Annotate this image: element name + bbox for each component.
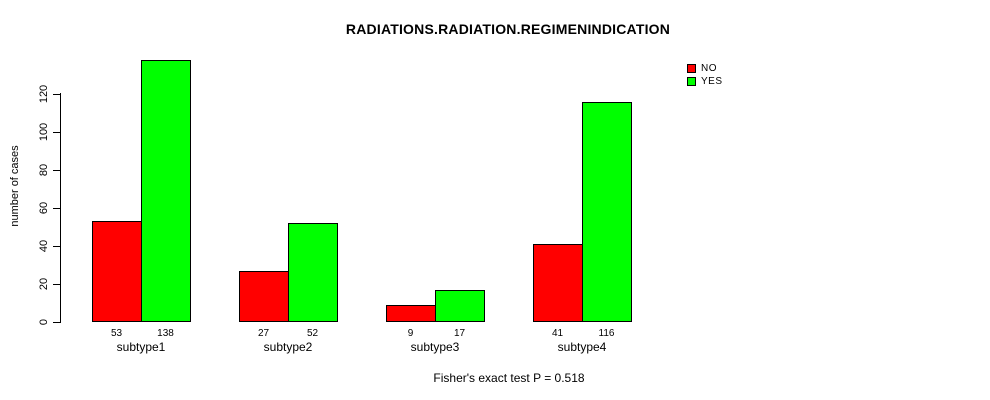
bar-value-label: 53: [110, 328, 123, 339]
y-axis-tick-label: 40: [38, 239, 50, 253]
legend-item-yes: YES: [687, 75, 723, 88]
legend-swatch-yes: [687, 77, 696, 86]
legend-label-yes: YES: [701, 76, 723, 87]
bar-value-label: 138: [157, 328, 174, 339]
x-category-label-subtype3: subtype3: [410, 340, 460, 354]
y-axis-tick: [53, 170, 60, 171]
bar-value-label: 17: [453, 328, 466, 339]
y-axis-tick-label: 0: [38, 318, 50, 326]
bar-yes-subtype3: [435, 290, 485, 322]
legend-swatch-no: [687, 64, 696, 73]
y-axis-tick-label: 80: [38, 163, 50, 177]
bar-no-subtype4: [533, 244, 583, 322]
bar-value-label: 52: [306, 328, 319, 339]
chart-title: RADIATIONS.RADIATION.REGIMENINDICATION: [345, 21, 671, 37]
legend-label-no: NO: [701, 63, 717, 74]
bar-no-subtype1: [92, 221, 142, 322]
bar-yes-subtype1: [141, 60, 191, 322]
y-axis-tick: [53, 208, 60, 209]
bar-value-label: 41: [551, 328, 564, 339]
bar-value-label: 9: [407, 328, 414, 339]
y-axis-tick-label: 120: [38, 84, 50, 104]
bar-value-label: 27: [257, 328, 270, 339]
y-axis-label: number of cases: [9, 145, 21, 227]
bar-yes-subtype2: [288, 223, 338, 322]
bar-no-subtype2: [239, 271, 289, 322]
annotation-text: Fisher's exact test P = 0.518: [433, 371, 585, 385]
y-axis-tick: [53, 94, 60, 95]
y-axis-tick-label: 60: [38, 201, 50, 215]
y-axis-tick: [53, 246, 60, 247]
y-axis-tick-label: 100: [38, 122, 50, 142]
y-axis-tick: [53, 132, 60, 133]
bar-yes-subtype4: [582, 102, 632, 322]
y-axis-line: [60, 93, 61, 323]
legend: NO YES: [687, 62, 723, 88]
x-category-label-subtype4: subtype4: [557, 340, 607, 354]
y-axis-tick-label: 20: [38, 277, 50, 291]
bar-no-subtype3: [386, 305, 436, 322]
x-category-label-subtype1: subtype1: [116, 340, 166, 354]
x-category-label-subtype2: subtype2: [263, 340, 313, 354]
legend-item-no: NO: [687, 62, 723, 75]
y-axis-tick: [53, 284, 60, 285]
bar-value-label: 116: [598, 328, 615, 339]
y-axis-tick: [53, 322, 60, 323]
